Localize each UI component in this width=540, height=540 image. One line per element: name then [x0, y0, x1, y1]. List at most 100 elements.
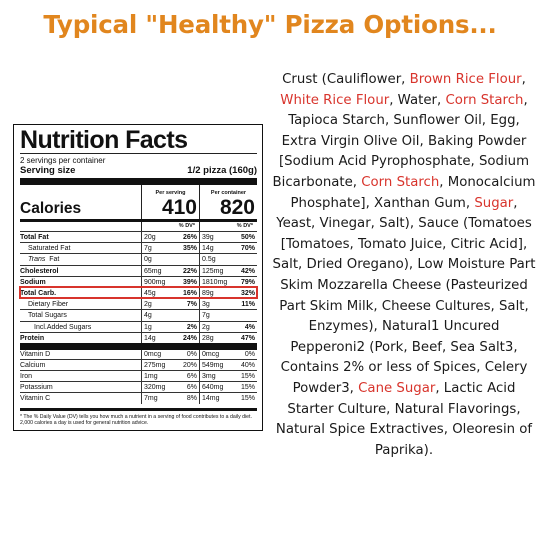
nutrient-name: Calcium	[20, 361, 46, 369]
serving-size-value: 1/2 pizza (160g)	[187, 165, 257, 176]
dv-per-container	[232, 310, 257, 320]
nutrient-row: Iron 1mg 6% 3mg 15%	[20, 370, 257, 382]
nutrient-name: Saturated Fat	[28, 245, 71, 253]
amount-per-container: 3mg	[199, 371, 232, 382]
ingredient-text: Crust (Cauliflower,	[282, 72, 410, 87]
amount-per-container: 3g	[199, 299, 232, 310]
ingredient-text: , Yeast, Vinegar, Salt), Sauce (Tomatoes…	[272, 195, 536, 396]
headline: Typical "Healthy" Pizza Options...	[43, 10, 497, 39]
amount-per-container: 28g	[199, 332, 232, 343]
highlighted-ingredient: White Rice Flour	[280, 92, 390, 108]
nutrient-row: Total Sugars 4g 7g	[20, 309, 257, 321]
per-serving-caption: Per serving	[155, 190, 186, 196]
serving-size-label: Serving size	[20, 165, 76, 176]
ingredient-text: , Water,	[389, 92, 446, 108]
dv-per-container: 15%	[240, 373, 255, 381]
nutrient-row: Saturated Fat 7g 35% 14g 70%	[20, 242, 257, 254]
dv-per-container: 0%	[244, 350, 255, 358]
servings-per-container: 2 servings per container	[20, 156, 106, 165]
daily-value-footnote: * The % Daily Value (DV) tells you how m…	[20, 407, 257, 426]
dv-per-container: 70%	[240, 245, 255, 253]
dv-per-container: 15%	[240, 395, 255, 403]
amount-per-serving: 900mg	[141, 276, 174, 287]
dv-per-container: 4%	[244, 323, 255, 331]
amount-per-container: 39g	[199, 232, 232, 243]
nutrient-row: Sodium 900mg 39% 1810mg 79%	[20, 275, 257, 287]
amount-per-serving: 20g	[141, 232, 174, 243]
dv-per-serving: 0%	[186, 350, 197, 358]
amount-per-serving: 2g	[141, 299, 174, 310]
amount-per-container: 2g	[199, 321, 232, 332]
calories-row: Calories Per serving 410 Per container 8…	[20, 185, 257, 219]
calories-label: Calories	[20, 200, 82, 217]
nutrient-name: Trans Fat	[20, 254, 141, 264]
highlighted-ingredient: Sugar	[474, 195, 514, 211]
dv-per-container	[232, 254, 257, 264]
vitamin-table: Vitamin D 0mcg 0% 0mcg 0% Calcium 275mg 20% 549m…	[20, 342, 257, 404]
amount-per-serving: 4g	[141, 310, 174, 321]
dv-per-serving: 6%	[186, 384, 197, 392]
amount-per-serving: 45g	[141, 287, 174, 299]
dv-per-serving: 7%	[186, 301, 197, 309]
amount-per-serving: 320mg	[141, 382, 174, 393]
nutrient-row: Calcium 275mg 20% 549mg 40%	[20, 358, 257, 371]
dv-per-serving: 24%	[182, 334, 197, 342]
calories-per-serving: 410	[161, 196, 197, 219]
nutrient-name: Protein	[20, 334, 45, 342]
nutrient-name: Total Carb.	[20, 289, 57, 297]
amount-per-container: 89g	[199, 287, 232, 299]
amount-per-serving: 0mcg	[141, 349, 174, 359]
amount-per-serving: 7g	[141, 243, 174, 254]
amount-per-serving: 1g	[141, 321, 174, 332]
amount-per-container: 640mg	[199, 382, 232, 393]
dv-per-serving: 20%	[182, 361, 197, 369]
ingredient-text: , Monocalcium Phosphate], Xanthan Gum,	[290, 174, 536, 211]
calories-per-container: 820	[219, 196, 255, 219]
dv-per-container: 15%	[240, 384, 255, 392]
nutrient-name-italic: Trans	[28, 256, 46, 264]
amount-per-container: 549mg	[199, 359, 232, 371]
ingredient-text: , Lactic Acid Starter Culture, Natural F…	[275, 380, 533, 458]
serving-size: Serving size 1/2 pizza (160g)	[20, 165, 257, 178]
nutrient-row: Cholesterol 65mg 22% 125mg 42%	[20, 264, 257, 276]
dv-per-serving: 2%	[186, 323, 197, 331]
nutrient-name-suffix: Fat	[49, 256, 60, 264]
amount-per-container: 14g	[199, 243, 232, 254]
dv-per-serving: 35%	[182, 245, 197, 253]
dv-per-container: 42%	[240, 267, 255, 275]
amount-per-serving: 7mg	[141, 393, 174, 404]
dv-per-serving: 16%	[182, 289, 197, 297]
nutrition-facts-title: Nutrition Facts	[20, 126, 188, 154]
nutrient-name: Total Fat	[20, 234, 49, 241]
nutrient-name: Dietary Fiber	[28, 301, 69, 309]
ingredient-text: ,	[521, 72, 526, 87]
daily-value-header: % DV* % DV*	[20, 222, 257, 231]
dv-per-serving	[174, 254, 199, 264]
amount-per-serving: 14g	[141, 332, 174, 343]
dv-per-container: 79%	[240, 278, 255, 286]
amount-per-container: 0mcg	[199, 349, 232, 359]
nutrient-row: Potassium 320mg 6% 640mg 15%	[20, 381, 257, 393]
nutrient-row: Trans Fat 0g 0.5g	[20, 253, 257, 265]
dv-per-serving: 22%	[182, 267, 197, 275]
dv-per-container: 40%	[240, 361, 255, 369]
nutrient-name: Vitamin D	[20, 350, 51, 358]
amount-per-container: 1810mg	[199, 276, 232, 287]
dv-per-container: 50%	[240, 234, 255, 241]
amount-per-container: 0.5g	[199, 254, 232, 265]
dv-per-container: 11%	[241, 301, 255, 309]
nutrient-row: Total Fat 20g 26% 39g 50%	[20, 231, 257, 243]
highlighted-ingredient: Corn Starch	[445, 92, 524, 108]
dv-per-serving	[174, 310, 199, 320]
amount-per-container: 125mg	[199, 265, 232, 276]
nutrient-table: Total Fat 20g 26% 39g 50% Saturated Fat 7g 35% 1…	[19, 231, 258, 343]
dv-per-serving: 26%	[182, 234, 197, 241]
nutrient-name: Total Sugars	[28, 312, 67, 320]
dv-per-serving: 39%	[182, 278, 197, 286]
nutrient-name: Vitamin C	[20, 395, 51, 403]
amount-per-serving: 1mg	[141, 371, 174, 382]
nutrient-row: Dietary Fiber 2g 7% 3g 11%	[20, 298, 257, 310]
ingredient-text: , Tapioca Starch, Sunflower Oil, Egg, Ex…	[272, 92, 530, 190]
nutrient-name: Incl.Added Sugars	[34, 323, 92, 331]
dv-per-container: 47%	[240, 334, 255, 342]
